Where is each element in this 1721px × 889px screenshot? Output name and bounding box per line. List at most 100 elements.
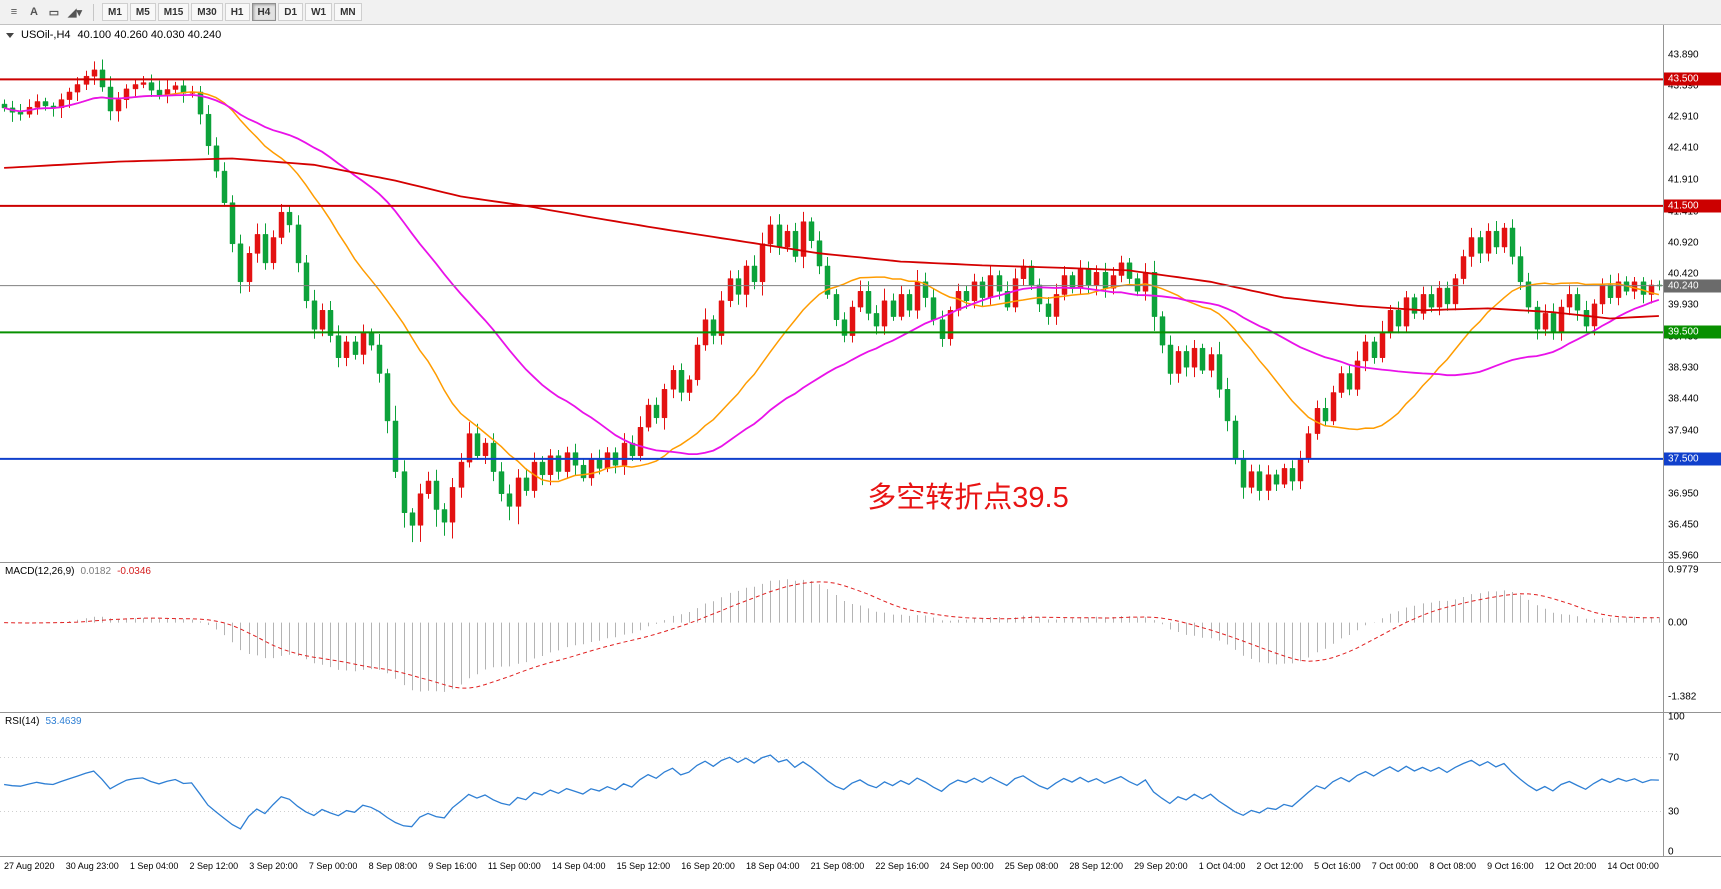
time-axis-label: 15 Sep 12:00 [616,861,671,871]
ma-fast-line [3,91,1660,483]
toolbar-separator [92,3,94,21]
ma-mid-line [3,93,1660,455]
time-axis-label: 8 Sep 08:00 [368,861,418,871]
toolbar: ≡ A ▭ ◢▾ M1 M5 M15 M30 H1 H4 D1 W1 MN [0,0,1721,25]
axis-tick-label: 35.960 [1668,550,1699,562]
axis-tick-label: -1.382 [1668,691,1697,703]
time-axis-label: 7 Oct 00:00 [1371,861,1419,871]
time-axis-label: 25 Sep 08:00 [1004,861,1059,871]
level-price-badge: 37.500 [1664,452,1721,466]
timeframe-button-m15[interactable]: M15 [157,3,190,21]
rsi-value: 53.4639 [45,716,82,727]
macd-signal-line [4,581,1659,689]
timeframe-button-h4[interactable]: H4 [251,3,277,21]
axis-tick-label: 0.9779 [1668,564,1699,576]
current-price-badge: 40.240 [1664,279,1721,293]
axis-tick-label: 38.440 [1668,393,1699,405]
axis-tick-label: 40.420 [1668,268,1699,280]
timeframe-button-m1[interactable]: M1 [101,3,128,21]
draw-tools-icon: ◢▾ [68,6,82,19]
axis-tick-label: 36.950 [1668,488,1699,500]
ma-slow-line [4,157,1659,320]
bull-candle-bodies [26,69,1655,526]
time-axis-label: 27 Aug 2020 [4,861,55,871]
time-axis-label: 2 Sep 12:00 [189,861,239,871]
axis-tick-label: 41.910 [1668,174,1699,186]
macd-canvas[interactable] [0,563,1663,712]
chart-menu-icon[interactable] [6,32,14,38]
axis-tick-label: 100 [1668,711,1685,723]
rsi-indicator-panel: RSI(14) 53.4639 100 70 30 0 [0,711,1721,858]
macd-signal-value: -0.0346 [117,566,151,577]
macd-main-value: 0.0182 [80,566,112,577]
time-axis-label: 22 Sep 16:00 [875,861,929,871]
rectangle-tool-button[interactable]: ▭ [44,2,64,22]
rsi-label: RSI(14) 53.4639 [5,716,82,727]
timeframe-button-h1[interactable]: H1 [224,3,250,21]
chart-objects-button[interactable]: ≡ [4,2,24,22]
drawing-tool-group: ≡ A ▭ ◢▾ [4,2,86,22]
time-axis-label: 9 Oct 16:00 [1487,861,1534,871]
draw-tools-button[interactable]: ◢▾ [64,2,86,22]
axis-tick-label: 43.890 [1668,49,1699,61]
rsi-line [4,754,1659,830]
rectangle-tool-icon: ▭ [48,6,60,19]
macd-axis[interactable]: 0.9779 0.00 -1.382 [1663,563,1721,712]
time-axis-label: 3 Sep 20:00 [249,861,298,871]
time-axis-label: 9 Sep 16:00 [428,861,477,871]
ohlc-values: 40.100 40.260 40.030 40.240 [77,29,222,41]
time-axis-label: 21 Sep 08:00 [810,861,865,871]
axis-tick-label: 36.450 [1668,519,1699,531]
time-axis[interactable]: 27 Aug 2020 30 Aug 23:00 1 Sep 04:00 2 Sep … [0,856,1721,889]
time-axis-label: 14 Sep 04:00 [551,861,606,871]
axis-tick-label: 0 [1668,846,1674,858]
time-axis-label: 18 Sep 04:00 [745,861,800,871]
axis-tick-label: 37.940 [1668,425,1699,437]
axis-tick-label: 30 [1668,806,1680,817]
time-axis-label: 14 Oct 00:00 [1607,861,1659,871]
chart-text-annotation[interactable]: 多空转折点39.5 [867,482,1069,514]
time-axis-label: 1 Oct 04:00 [1198,861,1246,871]
timeframe-button-m5[interactable]: M5 [129,3,156,21]
macd-indicator-panel: MACD(12,26,9) 0.0182 -0.0346 0.9779 0.00 -… [0,562,1721,712]
macd-name: MACD(12,26,9) [5,566,75,577]
price-chart-canvas[interactable] [0,25,1663,562]
timeframe-button-w1[interactable]: W1 [305,3,333,21]
time-axis-label: 12 Oct 20:00 [1544,861,1597,871]
time-axis-label: 1 Sep 04:00 [129,861,179,871]
symbol-period-label: USOil-,H4 [21,29,71,41]
axis-tick-label: 42.910 [1668,111,1699,123]
text-tool-button[interactable]: A [24,2,44,22]
rsi-name: RSI(14) [5,716,40,727]
level-price-badge: 43.500 [1664,72,1721,86]
time-axis-label: 8 Oct 08:00 [1429,861,1476,871]
timeframe-button-d1[interactable]: D1 [278,3,304,21]
level-price-badge: 41.500 [1664,199,1721,213]
macd-histogram [12,579,1660,692]
time-axis-label: 11 Sep 00:00 [487,861,541,871]
timeframe-group: M1 M5 M15 M30 H1 H4 D1 W1 MN [101,3,363,21]
axis-tick-label: 43.390 [1668,80,1699,92]
axis-tick-label: 42.410 [1668,142,1699,154]
time-axis-label: 24 Sep 00:00 [940,861,994,871]
macd-label: MACD(12,26,9) 0.0182 -0.0346 [5,566,151,577]
axis-tick-label: 40.920 [1668,237,1699,249]
price-chart-panel: USOil-,H4 40.100 40.260 40.030 40.240 多空… [0,25,1721,562]
timeframe-button-m30[interactable]: M30 [191,3,223,21]
rsi-axis[interactable]: 100 70 30 0 [1663,711,1721,858]
price-axis[interactable]: 43.89043.39042.91042.41041.91041.41040.9… [1663,25,1721,562]
rsi-canvas[interactable] [0,713,1663,856]
time-axis-label: 29 Sep 20:00 [1134,861,1188,871]
timeframe-button-mn[interactable]: MN [334,3,362,21]
chart-title: USOil-,H4 40.100 40.260 40.030 40.240 [6,29,221,41]
bear-candle-bodies [1,69,1663,526]
chart-objects-icon: ≡ [10,6,18,18]
axis-tick-label: 39.930 [1668,299,1699,311]
axis-tick-label: 70 [1668,752,1680,763]
time-axis-label: 28 Sep 12:00 [1069,861,1123,871]
time-axis-label: 5 Oct 16:00 [1314,861,1361,871]
axis-tick-label: 38.930 [1668,362,1699,374]
time-axis-label: 30 Aug 23:00 [65,861,119,871]
bear-candle-wicks [4,59,1660,543]
